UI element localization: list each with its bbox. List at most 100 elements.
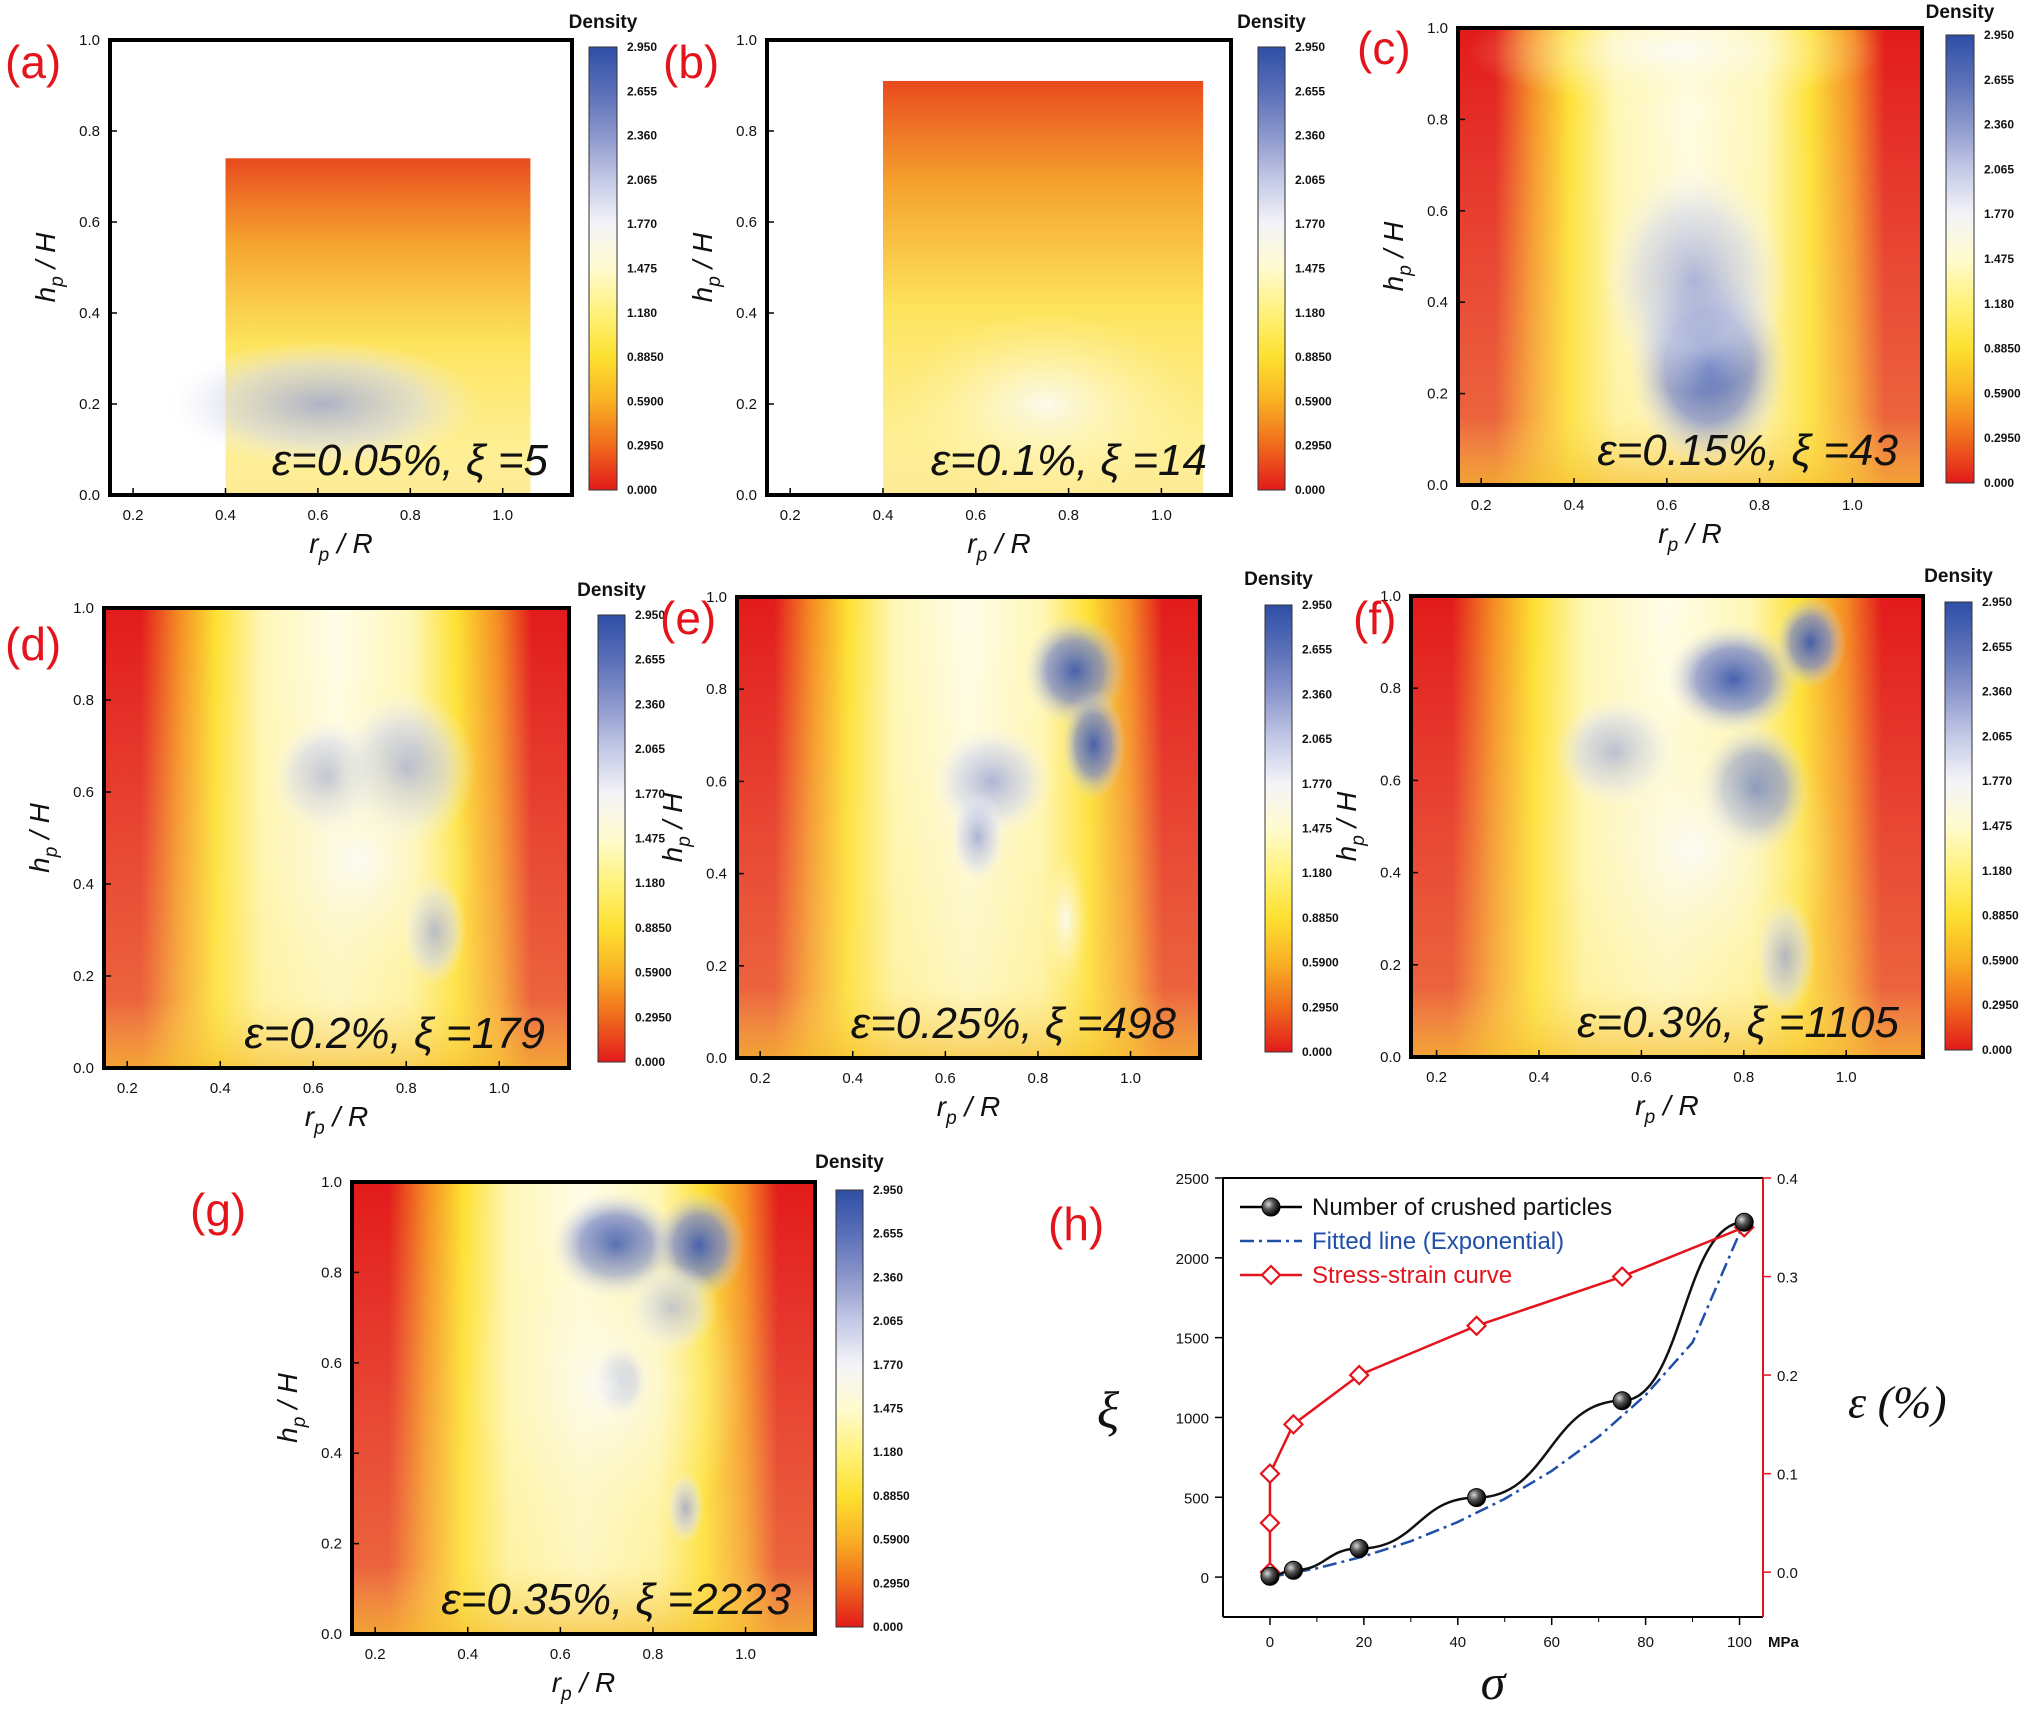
colorbar	[597, 614, 626, 1063]
stress-strain-point	[1611, 1265, 1633, 1288]
x-tick-label: 1.0	[1151, 507, 1172, 524]
colorbar-tick-label: 1.475	[1984, 252, 2014, 266]
y-tick-label: 0.8	[1427, 111, 1448, 128]
colorbar-tick-label: 2.655	[627, 84, 657, 98]
colorbar	[1945, 34, 1975, 484]
panel-letter: (e)	[660, 592, 716, 644]
colorbar-tick-label: 1.180	[635, 876, 665, 890]
units-label: MPa	[1768, 1634, 1800, 1651]
series-fitted-line	[1269, 1221, 1746, 1579]
colorbar-tick-label: 1.180	[873, 1445, 903, 1459]
y2-tick-label: 0.2	[1777, 1368, 1798, 1385]
colorbar-tick-label: 2.360	[1982, 685, 2012, 699]
colorbar	[1257, 46, 1286, 491]
panel-a: 0.2 0.4 0.6 0.8 1.0 0.0 0.2 0.4 0.6 0.8 1.0 rp / R h…	[5, 12, 664, 566]
y-tick-label: 0.2	[706, 958, 727, 975]
x-tick-label: 1.0	[1842, 497, 1863, 514]
colorbar-tick-label: 2.655	[873, 1227, 903, 1241]
colorbar-tick-label: 0.2950	[1982, 998, 2019, 1012]
colorbar	[1264, 604, 1293, 1053]
x-tick-label: 0.8	[643, 1646, 664, 1663]
x-axis-label: rp / R	[309, 528, 372, 566]
x-tick-label: 0.4	[457, 1646, 478, 1663]
crushed-point	[1349, 1539, 1369, 1559]
colorbar-tick-label: 2.950	[635, 608, 665, 622]
y-tick-label: 0.6	[706, 773, 727, 790]
panel-letter: (b)	[663, 36, 719, 88]
colorbar-tick-label: 0.8850	[1295, 350, 1332, 364]
colorbar-tick-label: 0.8850	[1984, 342, 2021, 356]
colorbar-tick-label: 1.770	[627, 217, 657, 231]
panel-c: 0.2 0.4 0.6 0.8 1.0 0.0 0.2 0.4 0.6 0.8 1.0 rp / R h…	[1357, 2, 2021, 556]
panel-letter: (h)	[1048, 1198, 1104, 1250]
legend-label: Stress-strain curve	[1312, 1262, 1512, 1289]
heatmap-field	[1411, 596, 1923, 1057]
crushed-point	[1283, 1560, 1303, 1580]
y-tick-label: 1.0	[1427, 20, 1448, 37]
x-tick-label: 0.2	[1426, 1069, 1447, 1086]
y-axis-label: hp / H	[657, 792, 695, 862]
panel-annotation: ε=0.15%, ξ =43	[1597, 426, 1898, 475]
y-tick-label: 2500	[1176, 1171, 1209, 1188]
colorbar-tick-label: 1.475	[627, 262, 657, 276]
colorbar-tick-label: 1.180	[1295, 306, 1325, 320]
plot-frame	[102, 606, 571, 1070]
heatmap-field	[767, 40, 1231, 495]
plot-frame	[735, 595, 1202, 1060]
colorbar-tick-label: 2.065	[1982, 729, 2012, 743]
y-tick-label: 500	[1184, 1490, 1209, 1507]
panel-letter: (f)	[1353, 592, 1396, 644]
colorbar-tick-label: 1.475	[1982, 819, 2012, 833]
panel-annotation: ε=0.2%, ξ =179	[244, 1009, 545, 1058]
y-tick-label: 2000	[1176, 1251, 1209, 1268]
colorbar-tick-label: 0.8850	[1302, 911, 1339, 925]
stress-strain-point	[1466, 1315, 1488, 1337]
y2-axis-label: ε (%)	[1848, 1377, 1947, 1428]
density-core	[165, 340, 480, 468]
panel-annotation: ε=0.05%, ξ =5	[272, 436, 549, 485]
colorbar	[1944, 601, 1973, 1051]
colorbar-tick-label: 2.360	[635, 697, 665, 711]
y-tick-label: 1.0	[321, 1174, 342, 1191]
x-tick-label: 0.2	[750, 1070, 771, 1087]
y-tick-label: 1.0	[79, 32, 100, 49]
y-tick-label: 0.4	[79, 305, 100, 322]
y-axis-label: hp / H	[1378, 221, 1416, 291]
colorbar-tick-label: 0.5900	[627, 394, 664, 408]
heatmap-field	[737, 597, 1200, 1058]
y-axis-label: hp / H	[24, 802, 62, 872]
heatmap-field	[1458, 28, 1922, 485]
colorbar-tick-label: 2.360	[1984, 118, 2014, 132]
x-tick-label: 0.8	[396, 1080, 417, 1097]
panel-f: 0.2 0.4 0.6 0.8 1.0 0.0 0.2 0.4 0.6 0.8 1.0 rp / R h…	[1331, 566, 2019, 1128]
x-tick-label: 0.6	[303, 1080, 324, 1097]
y-axis-label: hp / H	[30, 232, 68, 302]
panel-letter: (d)	[5, 618, 61, 670]
x-tick-label: 0	[1266, 1634, 1274, 1651]
colorbar-tick-label: 2.360	[1295, 129, 1325, 143]
colorbar-tick-label: 0.000	[1984, 476, 2014, 490]
x-tick-label: 0.6	[965, 507, 986, 524]
y-tick-label: 0.4	[1380, 865, 1401, 882]
density-blob	[1061, 689, 1126, 800]
heatmap-field	[352, 1182, 815, 1634]
plot-frame	[1456, 26, 1924, 487]
colorbar-tick-label: 2.950	[627, 40, 657, 54]
colorbar-tick-label: 1.475	[873, 1402, 903, 1416]
colorbar-title: Density	[577, 580, 646, 601]
y2-tick-label: 0.4	[1777, 1171, 1798, 1188]
x-tick-label: 0.4	[873, 507, 894, 524]
panel-b: 0.2 0.4 0.6 0.8 1.0 0.0 0.2 0.4 0.6 0.8 1.0 rp / R h…	[663, 12, 1332, 566]
heatmap-panels: 0.2 0.4 0.6 0.8 1.0 0.0 0.2 0.4 0.6 0.8 1.0 rp / R h…	[5, 2, 2021, 1705]
colorbar-tick-label: 2.950	[1982, 595, 2012, 609]
colorbar-tick-label: 2.655	[1982, 640, 2012, 654]
colorbar-tick-label: 1.475	[635, 832, 665, 846]
density-blob	[1774, 596, 1847, 689]
y-tick-label: 0.2	[73, 968, 94, 985]
y-axis-label: hp / H	[272, 1372, 310, 1442]
y-tick-label: 1.0	[706, 589, 727, 606]
density-blob	[1601, 165, 1788, 394]
x-tick-label: 0.2	[365, 1646, 386, 1663]
colorbar-tick-label: 2.065	[635, 742, 665, 756]
